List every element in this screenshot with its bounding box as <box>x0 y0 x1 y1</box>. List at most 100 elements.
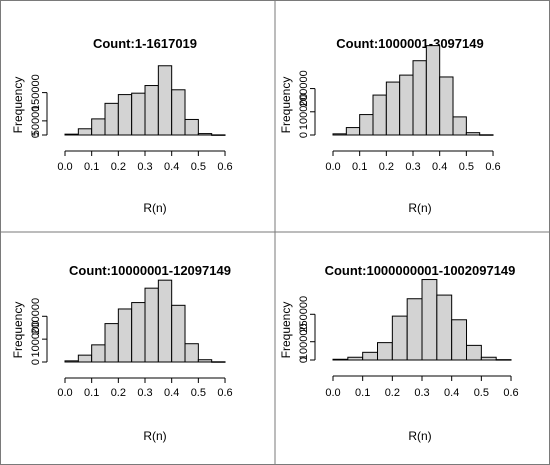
histogram-bar <box>197 359 213 363</box>
y-tick-label: 100000 <box>298 93 310 130</box>
y-tick-label: 200000 <box>298 70 310 107</box>
x-axis-label: R(n) <box>408 201 431 215</box>
y-tick-label: 250000 <box>298 296 310 333</box>
histogram-bar <box>425 45 441 136</box>
histogram-bar <box>211 361 226 363</box>
histogram-bar <box>480 356 497 361</box>
histogram-bar <box>64 133 79 136</box>
histogram-bar <box>171 304 186 363</box>
chart-title: Count:1000000001-1002097149 <box>325 263 516 278</box>
histogram-bar <box>385 81 401 136</box>
x-tick-label: 0.4 <box>432 161 447 173</box>
histogram-bar <box>184 118 199 136</box>
histogram-bar <box>495 359 512 361</box>
histogram-bar <box>64 360 79 363</box>
y-tick-label: 0 <box>30 132 42 138</box>
histogram-bar <box>157 279 173 363</box>
x-tick-label: 0.1 <box>352 161 367 173</box>
y-tick-label: 150000 <box>30 74 42 111</box>
histogram-bar <box>391 315 408 361</box>
histogram-bar <box>131 92 146 136</box>
histogram-bar <box>77 354 93 363</box>
histogram-bar <box>144 85 159 136</box>
y-axis-label: Frequency <box>279 77 293 134</box>
x-tick-label: 0.0 <box>57 387 72 399</box>
histogram-bar <box>104 102 119 136</box>
chart-title: Count:10000001-12097149 <box>69 263 231 278</box>
x-tick-label: 0.2 <box>111 161 126 173</box>
histogram-bar <box>466 344 482 361</box>
x-tick-label: 0.1 <box>84 387 99 399</box>
histogram-panel-2: Count:1000001-3097149 Frequency R(n) 0.0… <box>279 36 501 215</box>
x-tick-label: 0.2 <box>379 161 394 173</box>
y-tick-label: 0 <box>298 132 310 138</box>
x-tick-label: 0.3 <box>137 161 152 173</box>
histogram-bar <box>465 132 481 136</box>
y-axis-label: Frequency <box>279 302 293 359</box>
histogram-bar <box>104 323 119 363</box>
x-axis-label: R(n) <box>143 201 166 215</box>
histogram-panel-4: Count:1000000001-1002097149 Frequency R(… <box>279 263 519 443</box>
y-tick-label: 0 <box>298 357 310 363</box>
histogram-bar <box>479 134 494 136</box>
histogram-bar <box>451 319 468 361</box>
histogram-bar <box>332 358 349 361</box>
x-tick-label: 0.2 <box>385 387 400 399</box>
x-tick-label: 0.1 <box>84 161 99 173</box>
histogram-bar <box>144 287 159 363</box>
histogram-bar <box>377 342 393 361</box>
histogram-bar <box>332 133 347 136</box>
x-tick-label: 0.1 <box>355 387 370 399</box>
x-tick-label: 0.4 <box>164 161 179 173</box>
x-tick-label: 0.4 <box>444 387 459 399</box>
histogram-bar <box>345 127 361 136</box>
x-tick-label: 0.0 <box>325 387 340 399</box>
histogram-bar <box>399 74 414 136</box>
y-tick-label: 100000 <box>298 323 310 360</box>
histogram-bar <box>171 89 186 136</box>
histogram-bar <box>131 302 146 363</box>
x-tick-label: 0.5 <box>191 161 206 173</box>
histogram-bar <box>91 344 106 363</box>
histogram-bar <box>157 65 173 136</box>
histogram-bars <box>332 45 494 136</box>
x-tick-label: 0.3 <box>137 387 152 399</box>
x-tick-label: 0.2 <box>111 387 126 399</box>
histogram-bar <box>362 351 379 361</box>
x-tick-label: 0.5 <box>191 387 206 399</box>
x-axis-label: R(n) <box>408 429 431 443</box>
x-tick-label: 0.6 <box>485 161 500 173</box>
histogram-bar <box>211 134 226 136</box>
histogram-bar <box>184 343 199 363</box>
histogram-bar <box>91 118 106 136</box>
histogram-bar <box>436 294 453 361</box>
histogram-bars <box>332 279 512 361</box>
histogram-bars <box>64 65 226 136</box>
histogram-bar <box>406 298 423 361</box>
x-tick-label: 0.0 <box>325 161 340 173</box>
histogram-bar <box>117 94 133 136</box>
histogram-bar <box>197 133 213 136</box>
histogram-bar <box>439 76 454 136</box>
histogram-bar <box>77 128 93 136</box>
histogram-bar <box>412 60 427 136</box>
x-tick-label: 0.3 <box>414 387 429 399</box>
chart-title: Count:1-1617019 <box>93 36 197 51</box>
x-tick-label: 0.0 <box>57 161 72 173</box>
y-tick-label: 200000 <box>30 298 42 335</box>
histogram-bar <box>452 116 467 136</box>
x-tick-label: 0.5 <box>459 161 474 173</box>
x-tick-label: 0.6 <box>503 387 518 399</box>
histogram-bar <box>421 279 438 361</box>
chart-title: Count:1000001-3097149 <box>336 36 483 51</box>
x-tick-label: 0.3 <box>405 161 420 173</box>
x-tick-label: 0.6 <box>217 387 232 399</box>
histogram-bar <box>117 308 133 363</box>
histogram-panel-3: Count:10000001-12097149 Frequency R(n) 0… <box>11 263 233 443</box>
y-tick-label: 0 <box>30 359 42 365</box>
y-tick-label: 50000 <box>30 106 42 137</box>
histogram-bar <box>372 94 387 136</box>
